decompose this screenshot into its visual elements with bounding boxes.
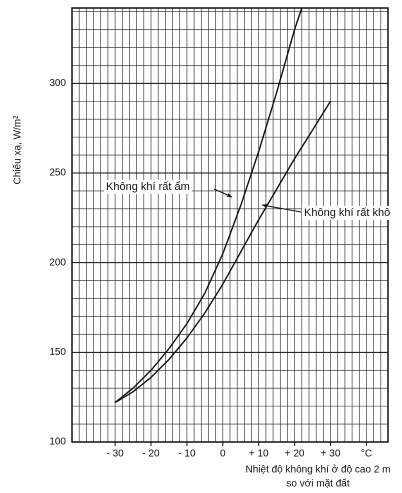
- arrow-head: [262, 203, 267, 208]
- x-tick-label: - 30: [106, 449, 124, 460]
- x-tick-label: 0: [220, 449, 226, 460]
- x-axis-label: Nhiệt độ không khí ở độ cao 2 m: [246, 464, 391, 476]
- annotation-arrow: [261, 204, 302, 213]
- x-tick-label: - 20: [142, 449, 160, 460]
- line-series: [114, 100, 332, 404]
- label-background: [104, 179, 192, 194]
- x-tick-label: + 30: [321, 449, 341, 460]
- x-tick-label: + 10: [249, 449, 269, 460]
- x-tick-label: + 20: [285, 449, 305, 460]
- series-label: Không khí rất khô: [304, 207, 390, 219]
- y-tick-label: 150: [49, 347, 66, 358]
- plot-frame: [71, 7, 389, 443]
- series-label: Không khí rất ẩm: [106, 181, 190, 193]
- arrow-head: [227, 193, 232, 197]
- y-axis-label: Chiếu xạ, W/m²: [12, 115, 24, 185]
- label-background: [302, 205, 393, 220]
- x-tick-label: - 10: [178, 449, 196, 460]
- y-tick-label: 250: [49, 168, 66, 179]
- y-tick-label: 100: [49, 437, 66, 448]
- y-tick-label: 300: [49, 78, 66, 89]
- x-axis-label: so với mặt đất: [286, 478, 349, 490]
- line-series: [114, 7, 303, 404]
- x-tick-label: °C: [361, 449, 372, 460]
- y-tick-label: 200: [49, 257, 66, 268]
